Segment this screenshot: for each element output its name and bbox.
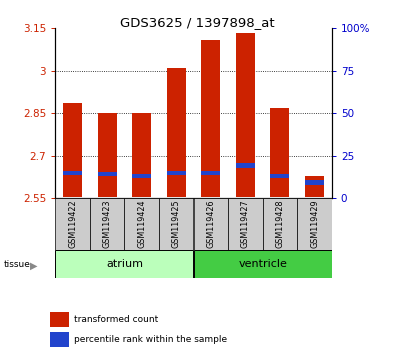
- Text: GDS3625 / 1397898_at: GDS3625 / 1397898_at: [120, 16, 275, 29]
- Bar: [50, 332, 69, 347]
- Text: ▶: ▶: [30, 261, 37, 270]
- Text: GSM119425: GSM119425: [172, 200, 181, 248]
- Bar: [55, 198, 90, 250]
- Bar: [167, 171, 186, 175]
- Text: GSM119424: GSM119424: [137, 200, 146, 248]
- Bar: [236, 164, 255, 168]
- Bar: [201, 171, 220, 175]
- Bar: [228, 198, 263, 250]
- Bar: [201, 40, 220, 197]
- Bar: [194, 250, 332, 278]
- Text: GSM119426: GSM119426: [206, 200, 215, 248]
- Text: GSM119429: GSM119429: [310, 200, 319, 248]
- Bar: [271, 173, 290, 178]
- Bar: [90, 198, 124, 250]
- Bar: [297, 198, 332, 250]
- Text: tissue: tissue: [4, 260, 31, 269]
- Bar: [63, 103, 82, 197]
- Bar: [305, 181, 324, 185]
- Bar: [167, 68, 186, 197]
- Bar: [263, 198, 297, 250]
- Text: atrium: atrium: [106, 259, 143, 269]
- Bar: [236, 33, 255, 197]
- Bar: [132, 173, 151, 178]
- Bar: [194, 198, 228, 250]
- Bar: [98, 113, 117, 197]
- Bar: [98, 172, 117, 176]
- Text: GSM119422: GSM119422: [68, 200, 77, 248]
- Bar: [50, 312, 69, 327]
- Text: GSM119427: GSM119427: [241, 200, 250, 248]
- Bar: [305, 176, 324, 197]
- Bar: [271, 108, 290, 197]
- Bar: [159, 198, 194, 250]
- Text: percentile rank within the sample: percentile rank within the sample: [74, 335, 228, 344]
- Text: GSM119423: GSM119423: [103, 200, 112, 248]
- Text: ventricle: ventricle: [238, 259, 287, 269]
- Bar: [124, 198, 159, 250]
- Bar: [55, 250, 194, 278]
- Bar: [63, 171, 82, 175]
- Text: GSM119428: GSM119428: [275, 200, 284, 248]
- Text: transformed count: transformed count: [74, 315, 158, 324]
- Bar: [132, 113, 151, 197]
